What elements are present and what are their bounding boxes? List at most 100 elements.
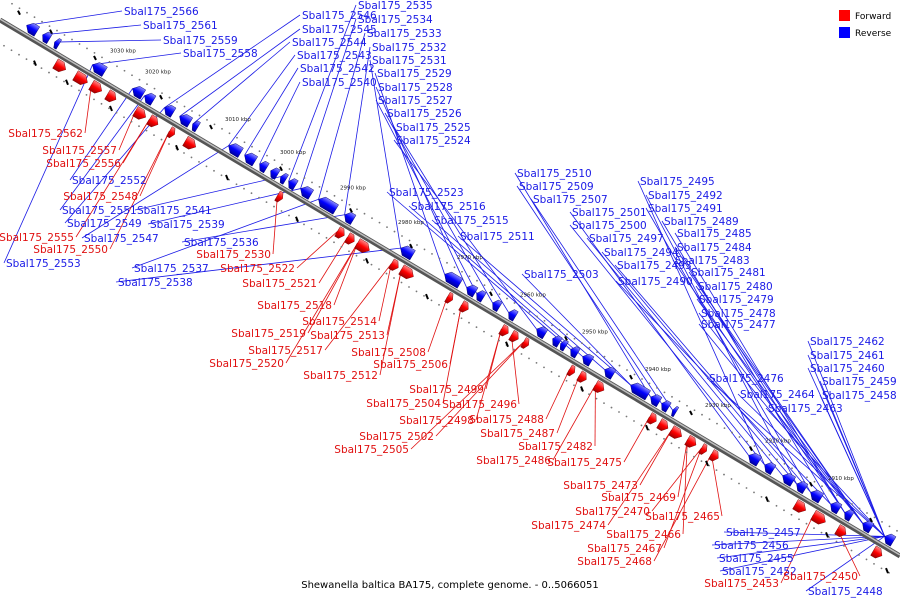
gene-forward-arrow[interactable] xyxy=(792,499,809,515)
gene-reverse-arrow[interactable] xyxy=(746,451,762,467)
gene-forward-arrow[interactable] xyxy=(566,364,578,378)
gene-reverse-arrow[interactable] xyxy=(90,60,108,77)
gene-reverse-arrow[interactable] xyxy=(278,172,289,185)
gene-reverse-arrow[interactable] xyxy=(442,270,464,289)
gene-forward-arrow[interactable] xyxy=(444,291,456,305)
kbp-tick-label: 3020 kbp xyxy=(145,69,171,75)
label-leader-line xyxy=(164,14,301,108)
gene-label-sbal175-2539: Sbal175_2539 xyxy=(150,219,225,231)
gene-reverse-arrow[interactable] xyxy=(628,380,651,401)
gene-reverse-arrow[interactable] xyxy=(794,479,809,495)
gene-reverse-arrow[interactable] xyxy=(142,91,157,106)
gene-reverse-arrow[interactable] xyxy=(762,460,777,476)
gene-reverse-arrow[interactable] xyxy=(268,166,281,180)
gene-forward-arrow[interactable] xyxy=(166,126,178,140)
label-leader-line xyxy=(442,305,462,404)
gene-reverse-arrow[interactable] xyxy=(808,488,824,504)
label-leader-line xyxy=(674,246,845,513)
gene-forward-arrow[interactable] xyxy=(834,524,849,539)
gene-reverse-arrow[interactable] xyxy=(474,289,487,303)
gene-reverse-arrow[interactable] xyxy=(298,184,314,200)
gene-reverse-arrow[interactable] xyxy=(40,30,53,44)
gene-forward-arrow[interactable] xyxy=(508,330,522,344)
label-leader-line xyxy=(75,119,150,238)
gene-reverse-arrow[interactable] xyxy=(602,365,617,380)
gene-label-sbal175-2562: Sbal175_2562 xyxy=(8,128,83,140)
label-leader-line xyxy=(569,224,765,466)
gene-forward-arrow[interactable] xyxy=(592,380,607,395)
gene-forward-arrow[interactable] xyxy=(52,58,69,75)
kbp-tick-label: 2980 kbp xyxy=(398,220,424,226)
gene-forward-arrow[interactable] xyxy=(388,258,402,273)
gene-forward-arrow[interactable] xyxy=(646,412,660,426)
gene-reverse-arrow[interactable] xyxy=(190,119,201,133)
gene-label-sbal175-2457: Sbal175_2457 xyxy=(726,527,801,539)
gene-reverse-arrow[interactable] xyxy=(550,334,563,348)
gene-reverse-arrow[interactable] xyxy=(177,112,193,128)
gene-reverse-arrow[interactable] xyxy=(257,159,270,174)
gene-label-sbal175-2461: Sbal175_2461 xyxy=(810,350,885,362)
gene-reverse-arrow[interactable] xyxy=(534,324,549,340)
label-leader-line xyxy=(228,54,296,146)
gene-reverse-arrow[interactable] xyxy=(659,399,672,413)
gene-reverse-arrow[interactable] xyxy=(580,352,595,367)
gene-forward-arrow[interactable] xyxy=(668,425,685,442)
legend-forward-label: Forward xyxy=(855,12,891,22)
gene-reverse-arrow[interactable] xyxy=(568,345,581,359)
gene-label-sbal175-2448: Sbal175_2448 xyxy=(808,586,883,598)
gene-forward-arrow[interactable] xyxy=(104,89,119,105)
legend-reverse-swatch xyxy=(839,27,850,38)
gene-reverse-arrow[interactable] xyxy=(24,21,40,37)
gene-forward-arrow[interactable] xyxy=(88,79,105,96)
gene-forward-arrow[interactable] xyxy=(698,443,710,456)
gene-reverse-arrow[interactable] xyxy=(490,298,503,312)
gene-reverse-arrow[interactable] xyxy=(882,532,897,547)
gene-reverse-arrow[interactable] xyxy=(398,243,416,261)
gene-reverse-arrow[interactable] xyxy=(648,392,663,408)
gene-forward-arrow[interactable] xyxy=(656,418,671,433)
label-leader-line xyxy=(623,417,650,463)
gene-forward-arrow[interactable] xyxy=(576,370,590,385)
gene-forward-arrow[interactable] xyxy=(458,300,472,315)
gene-reverse-arrow[interactable] xyxy=(860,519,875,534)
gene-forward-arrow[interactable] xyxy=(146,114,161,130)
gene-reverse-arrow[interactable] xyxy=(780,471,796,487)
gene-reverse-arrow[interactable] xyxy=(286,177,299,191)
gene-forward-arrow[interactable] xyxy=(870,545,885,561)
gene-reverse-arrow[interactable] xyxy=(316,195,339,215)
gene-forward-arrow[interactable] xyxy=(344,232,358,247)
gene-forward-arrow[interactable] xyxy=(810,509,829,527)
label-leader-line xyxy=(711,535,885,546)
label-leader-line xyxy=(259,81,301,165)
gene-reverse-arrow[interactable] xyxy=(342,210,357,225)
gene-reverse-arrow[interactable] xyxy=(506,308,519,322)
gene-reverse-arrow[interactable] xyxy=(828,499,843,515)
kbp-tick-label: 2960 kbp xyxy=(520,293,546,299)
gene-reverse-arrow[interactable] xyxy=(464,283,479,298)
label-leader-line xyxy=(410,341,524,450)
gene-reverse-arrow[interactable] xyxy=(226,141,244,158)
gene-forward-arrow[interactable] xyxy=(498,324,512,338)
gene-forward-arrow[interactable] xyxy=(334,226,348,241)
gene-forward-arrow[interactable] xyxy=(520,337,532,350)
gene-forward-arrow[interactable] xyxy=(132,106,149,122)
gene-forward-arrow[interactable] xyxy=(274,190,286,204)
gene-forward-arrow[interactable] xyxy=(684,434,699,450)
gene-reverse-arrow[interactable] xyxy=(52,37,62,50)
gene-label-sbal175-2519: Sbal175_2519 xyxy=(231,328,306,340)
gene-label-sbal175-2559: Sbal175_2559 xyxy=(163,35,238,47)
label-leader-line xyxy=(26,10,123,26)
gene-forward-arrow[interactable] xyxy=(72,70,91,88)
label-leader-line xyxy=(375,99,477,294)
gene-reverse-arrow[interactable] xyxy=(242,150,258,167)
gene-forward-arrow[interactable] xyxy=(398,264,417,282)
gene-reverse-arrow[interactable] xyxy=(162,103,177,118)
gene-forward-arrow[interactable] xyxy=(182,135,199,152)
gene-reverse-arrow[interactable] xyxy=(670,405,680,418)
gene-reverse-arrow[interactable] xyxy=(130,84,146,100)
gene-forward-arrow[interactable] xyxy=(708,449,722,463)
gene-forward-arrow[interactable] xyxy=(354,238,373,256)
gene-reverse-arrow[interactable] xyxy=(558,339,569,352)
gene-reverse-arrow[interactable] xyxy=(842,508,855,522)
gene-label-sbal175-2477: Sbal175_2477 xyxy=(701,319,776,331)
